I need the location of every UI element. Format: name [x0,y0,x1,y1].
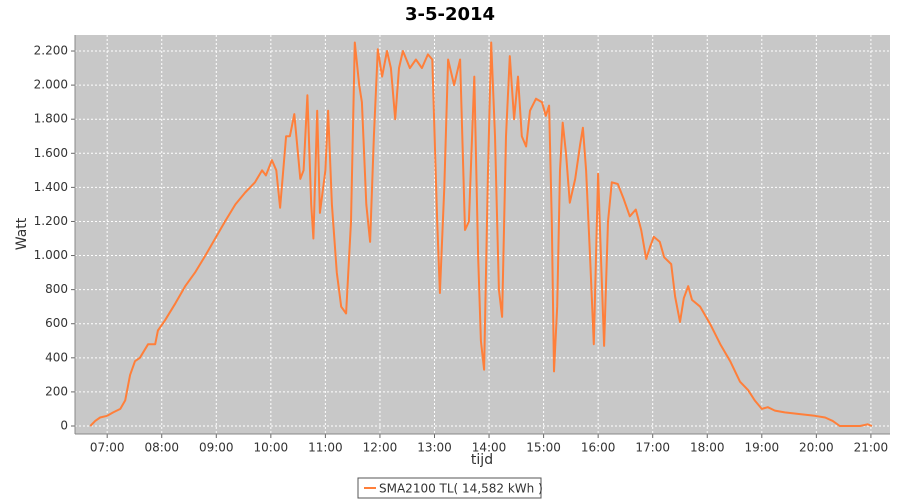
x-tick-label: 18:00 [690,441,725,455]
x-tick-label: 17:00 [635,441,670,455]
plot-background [75,35,890,434]
x-tick-label: 07:00 [90,441,125,455]
y-tick-label: 2.200 [34,44,68,58]
x-tick-label: 16:00 [581,441,616,455]
y-tick-label: 200 [45,384,68,398]
x-tick-label: 15:00 [526,441,561,455]
y-tick-label: 1.200 [34,214,68,228]
x-tick-label: 08:00 [144,441,179,455]
x-tick-label: 20:00 [799,441,834,455]
x-tick-label: 13:00 [417,441,452,455]
y-tick-label: 1.000 [34,248,68,262]
x-tick-label: 09:00 [199,441,234,455]
legend-label: SMA2100 TL( 14,582 kWh ) [379,482,543,496]
x-tick-label: 12:00 [363,441,398,455]
chart-title: 3-5-2014 [405,4,495,25]
y-axis-title: Watt [14,217,30,250]
x-tick-label: 11:00 [308,441,343,455]
y-tick-label: 2.000 [34,78,68,92]
x-tick-label: 19:00 [745,441,780,455]
line-series [89,41,873,427]
y-tick-label: 600 [45,316,68,330]
y-tick-label: 400 [45,350,68,364]
y-tick-label: 0 [60,418,68,432]
legend-box [357,477,542,499]
x-axis-title: tijd [471,452,493,468]
x-tick-label: 10:00 [254,441,289,455]
legend: SMA2100 TL( 14,582 kWh ) [357,477,543,499]
x-tick-label: 21:00 [854,441,889,455]
y-tick-label: 800 [45,282,68,296]
x-tick-label: 14:00 [472,441,507,455]
y-tick-label: 1.800 [34,112,68,126]
y-tick-label: 1.400 [34,180,68,194]
y-tick-label: 1.600 [34,146,68,160]
